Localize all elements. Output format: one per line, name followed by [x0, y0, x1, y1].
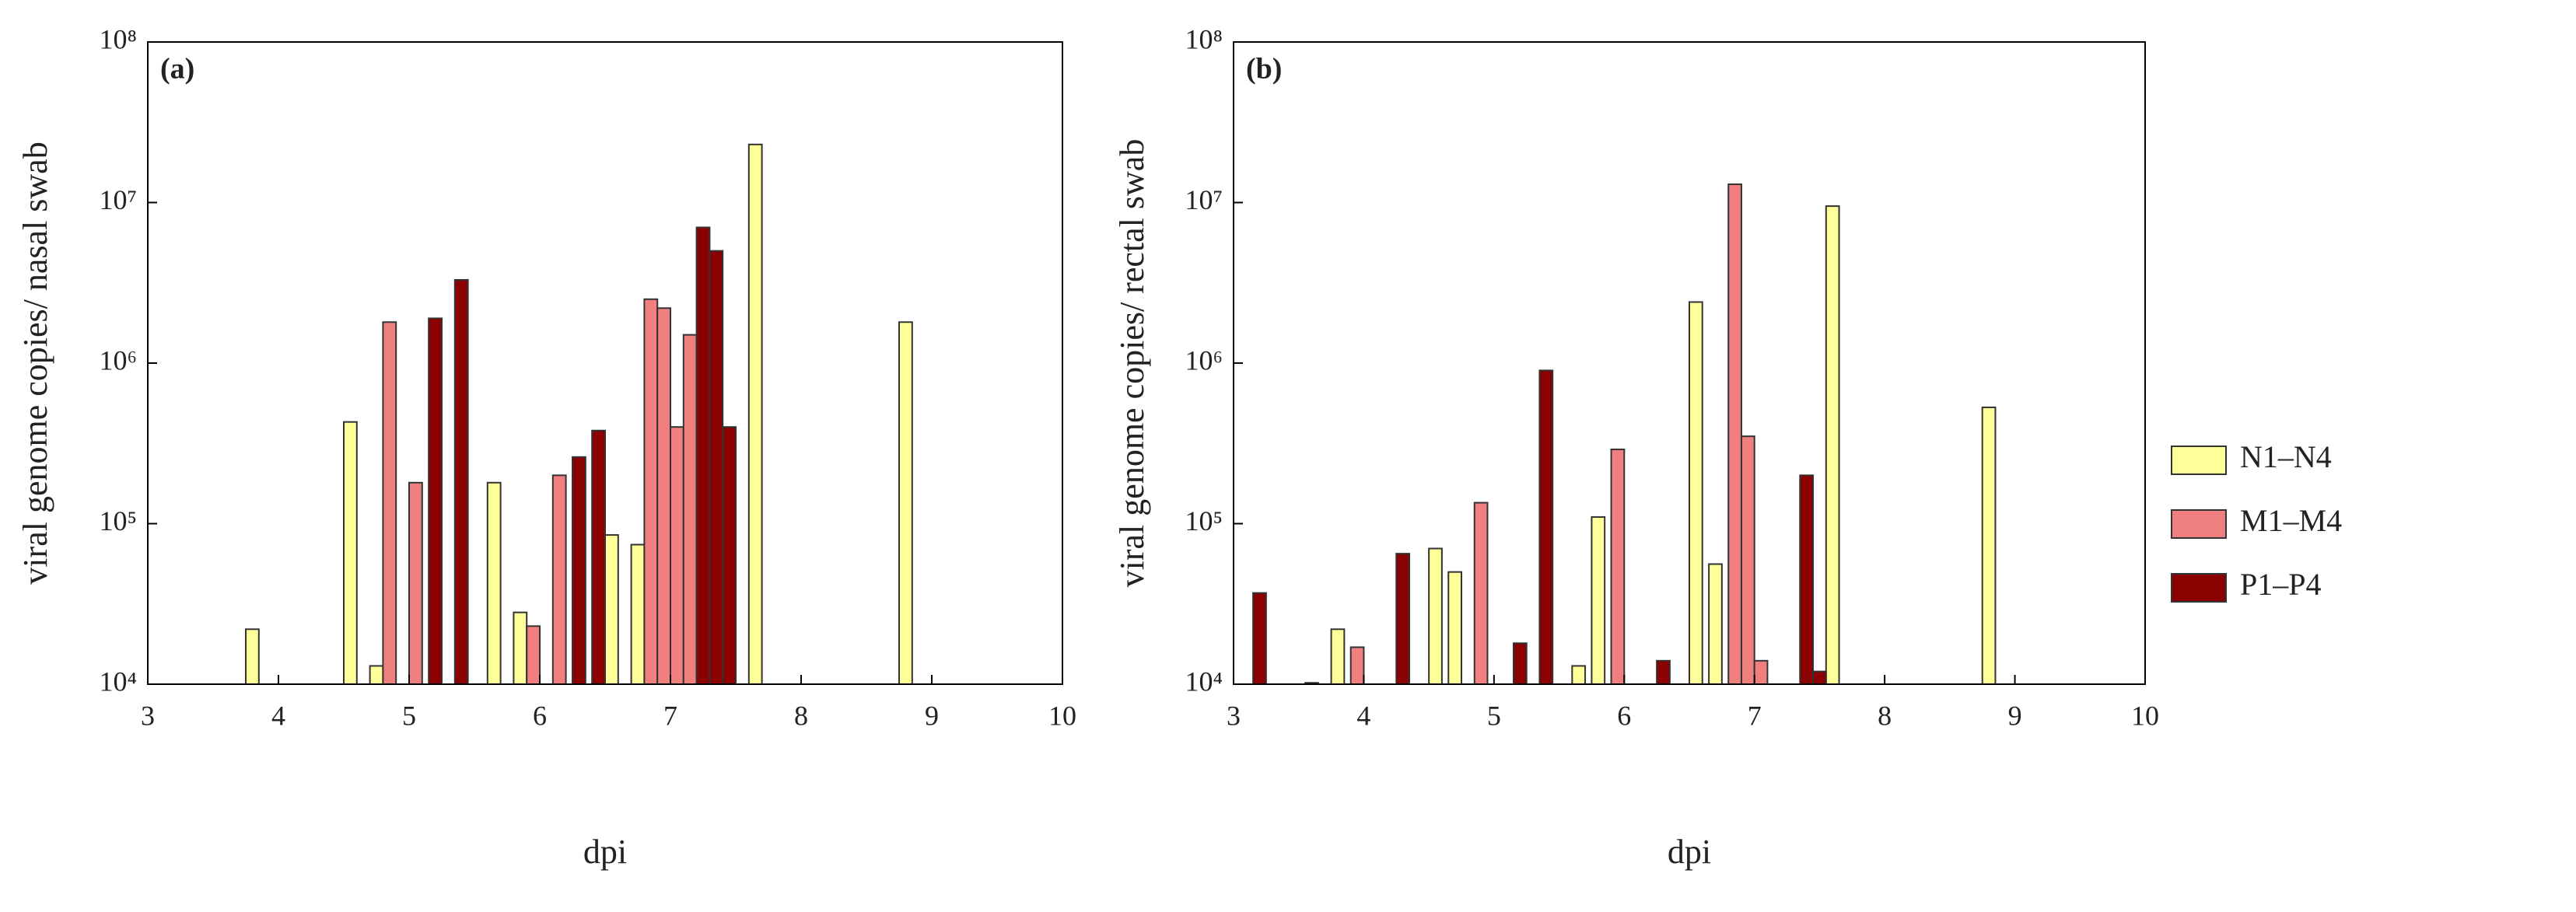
bar [1330, 628, 1346, 686]
bar [526, 625, 541, 686]
x-tick-label: 9 [2008, 700, 2022, 731]
x-tick-label: 6 [1617, 700, 1631, 731]
bar [1799, 474, 1815, 685]
bar [1812, 670, 1827, 685]
bar [747, 143, 763, 685]
x-tick-label: 6 [533, 700, 547, 731]
x-tick-label: 5 [402, 700, 416, 731]
bar [1708, 563, 1723, 685]
bar [695, 226, 711, 685]
legend-swatch [2171, 509, 2227, 539]
bar [1689, 301, 1703, 685]
legend-label: M1–M4 [2240, 503, 2342, 538]
bar [1512, 642, 1528, 686]
y-tick-label: 10⁴ [1185, 666, 1223, 697]
bar [1591, 515, 1606, 685]
bar [369, 665, 384, 686]
x-tick-label: 3 [1227, 700, 1241, 731]
bar [1538, 369, 1554, 685]
x-axis-label: dpi [583, 833, 627, 871]
bar [1656, 659, 1671, 686]
x-tick-label: 5 [1487, 700, 1501, 731]
y-tick-label: 10⁸ [1185, 23, 1223, 54]
x-tick-label: 4 [1356, 700, 1370, 731]
bar [1252, 592, 1267, 685]
bar [1571, 665, 1587, 686]
bar [513, 611, 528, 685]
bar [1981, 406, 1997, 685]
y-tick-label: 10⁶ [99, 344, 137, 376]
bar [382, 321, 397, 685]
y-tick-label: 10⁴ [99, 666, 137, 697]
bar [630, 543, 646, 686]
bar [722, 426, 737, 685]
y-axis-label: viral genome copies/ nasal swab [16, 142, 54, 584]
bar [1447, 571, 1463, 686]
bar [453, 278, 469, 685]
legend-label: N1–N4 [2240, 439, 2332, 474]
y-tick-label: 10⁶ [1185, 344, 1223, 376]
x-tick-label: 4 [271, 700, 285, 731]
x-tick-label: 8 [1878, 700, 1892, 731]
bar [643, 298, 659, 685]
y-tick-label: 10⁵ [99, 505, 137, 536]
x-tick-label: 7 [1748, 700, 1762, 731]
x-tick-label: 3 [141, 700, 155, 731]
bar [1395, 553, 1411, 685]
bar [1349, 646, 1365, 685]
bar [709, 250, 724, 685]
bar [551, 474, 567, 685]
bar [670, 426, 684, 685]
x-tick-label: 8 [794, 700, 808, 731]
bar [408, 481, 423, 686]
panel-label: (a) [160, 53, 194, 86]
y-tick-label: 10⁸ [99, 23, 137, 54]
legend-swatch [2171, 446, 2227, 475]
bar [1740, 435, 1755, 685]
x-axis-label: dpi [1668, 833, 1711, 871]
bar [604, 534, 619, 686]
x-tick-label: 7 [663, 700, 677, 731]
bar [656, 307, 672, 685]
bar [1825, 205, 1840, 685]
bar [898, 321, 913, 685]
bar [591, 429, 607, 685]
bar [428, 317, 443, 685]
bar [486, 481, 502, 686]
bar [682, 334, 698, 685]
legend-label: P1–P4 [2240, 567, 2322, 602]
bar [572, 456, 586, 685]
bar [1727, 183, 1742, 685]
bar [1473, 501, 1489, 685]
bar [1610, 449, 1626, 686]
bar [245, 628, 260, 686]
y-tick-label: 10⁷ [99, 184, 137, 215]
bar [1428, 547, 1443, 685]
y-axis-label: viral genome copies/ rectal swab [1113, 139, 1151, 588]
panel-label: (b) [1246, 53, 1282, 86]
x-tick-label: 10 [1048, 700, 1076, 731]
x-tick-label: 10 [2131, 700, 2159, 731]
bar [343, 421, 358, 686]
bar [1753, 659, 1769, 686]
x-tick-label: 9 [925, 700, 939, 731]
y-tick-label: 10⁵ [1185, 505, 1223, 536]
legend-swatch [2171, 573, 2227, 603]
y-tick-label: 10⁷ [1185, 184, 1223, 215]
